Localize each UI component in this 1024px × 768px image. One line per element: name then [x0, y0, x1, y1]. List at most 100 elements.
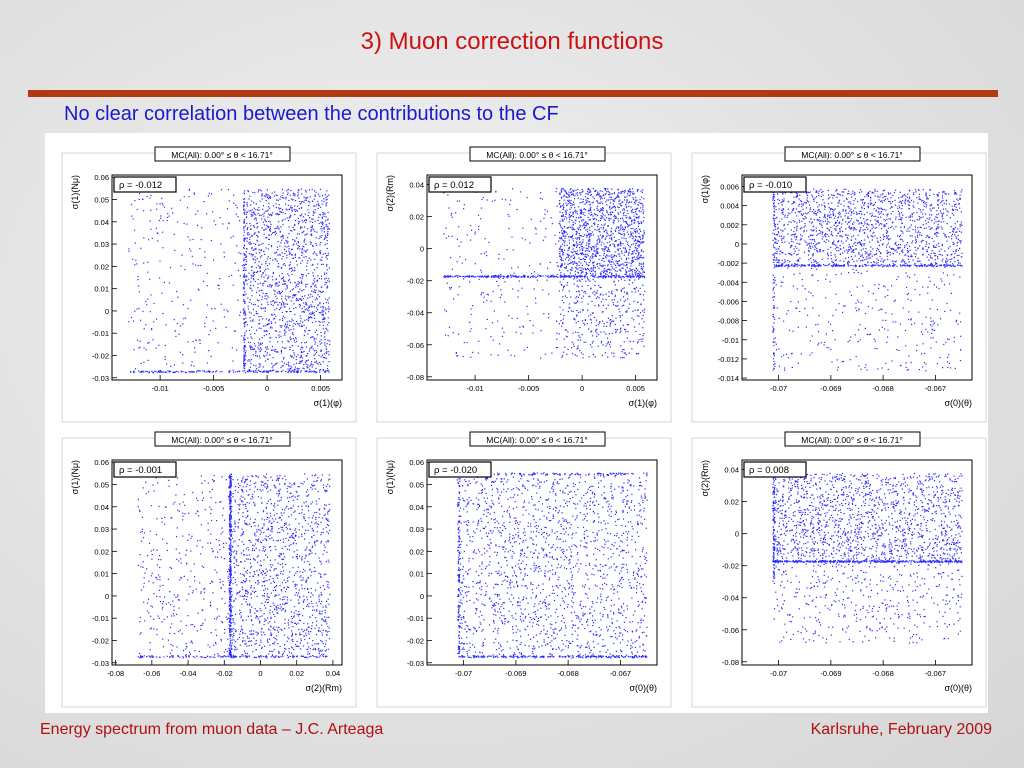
scatter-point: [288, 365, 290, 367]
scatter-point: [322, 369, 324, 372]
scatter-point: [559, 202, 561, 204]
scatter-point: [936, 216, 938, 219]
scatter-point: [322, 212, 324, 214]
scatter-point: [291, 345, 294, 347]
scatter-point: [300, 317, 302, 319]
scatter-point: [800, 213, 802, 215]
scatter-point: [310, 347, 312, 349]
scatter-point: [477, 275, 479, 277]
scatter-point: [255, 247, 257, 249]
scatter-point: [856, 219, 858, 221]
scatter-point: [280, 350, 282, 352]
scatter-point: [309, 217, 311, 219]
scatter-point: [140, 319, 142, 321]
scatter-point: [602, 294, 604, 296]
x-tick-label: -0.005: [518, 384, 539, 393]
scatter-point: [614, 206, 616, 208]
scatter-point: [264, 218, 266, 220]
scatter-point: [310, 361, 313, 363]
scatter-point: [635, 276, 638, 278]
scatter-point: [232, 369, 234, 371]
scatter-point: [801, 227, 803, 229]
scatter-point: [614, 251, 616, 253]
scatter-point: [303, 324, 305, 326]
scatter-point: [303, 306, 305, 308]
scatter-point: [317, 363, 319, 365]
scatter-point: [258, 244, 260, 246]
scatter-point: [310, 316, 312, 319]
scatter-point: [305, 302, 307, 304]
scatter-point: [547, 276, 549, 278]
scatter-point: [459, 256, 461, 258]
y-tick-label: 0: [420, 245, 424, 254]
scatter-point: [589, 270, 591, 272]
scatter-point: [560, 248, 562, 250]
scatter-point: [325, 205, 327, 207]
scatter-point: [307, 294, 309, 296]
scatter-point: [588, 261, 590, 263]
scatter-point: [582, 235, 584, 238]
scatter-point: [306, 360, 308, 362]
scatter-point: [243, 231, 245, 233]
scatter-point: [634, 222, 636, 224]
scatter-point: [496, 275, 498, 277]
scatter-point: [912, 240, 914, 242]
scatter-point: [218, 284, 220, 287]
scatter-point: [634, 247, 636, 249]
scatter-point: [468, 275, 470, 277]
scatter-point: [606, 231, 608, 233]
scatter-point: [568, 213, 570, 215]
scatter-point: [176, 221, 179, 223]
scatter-point: [455, 352, 457, 354]
scatter-point: [642, 263, 644, 265]
scatter-point: [606, 337, 609, 339]
scatter-point: [287, 327, 289, 329]
scatter-point: [260, 316, 262, 318]
scatter-point: [942, 213, 944, 215]
scatter-point: [631, 317, 633, 319]
scatter-point: [880, 260, 882, 262]
scatter-point: [592, 253, 594, 255]
scatter-point: [291, 210, 293, 212]
scatter-point: [598, 230, 600, 232]
scatter-point: [592, 234, 594, 236]
scatter-point: [776, 251, 778, 253]
scatter-point: [627, 223, 629, 225]
scatter-point: [245, 269, 247, 271]
scatter-point: [301, 274, 303, 276]
scatter-point: [630, 275, 632, 277]
scatter-point: [151, 328, 153, 330]
scatter-point: [642, 206, 644, 208]
scatter-point: [244, 356, 246, 358]
scatter-point: [311, 264, 313, 266]
scatter-point: [607, 341, 609, 343]
scatter-point: [444, 309, 446, 311]
scatter-point: [602, 298, 604, 300]
scatter-point: [244, 323, 246, 325]
scatter-point: [572, 261, 574, 263]
scatter-point: [579, 192, 581, 194]
scatter-point: [457, 355, 459, 357]
scatter-point: [303, 311, 306, 313]
scatter-point: [324, 370, 326, 372]
scatter-point: [575, 302, 577, 304]
scatter-point: [605, 325, 608, 327]
scatter-point: [604, 219, 606, 221]
scatter-point: [876, 190, 878, 192]
scatter-point: [274, 322, 277, 324]
scatter-point: [258, 327, 260, 329]
scatter-point: [632, 310, 634, 312]
scatter-point: [305, 251, 307, 253]
scatter-point: [315, 360, 317, 362]
scatter-point: [320, 350, 322, 352]
scatter-point: [839, 248, 841, 250]
scatter-point: [565, 231, 567, 233]
scatter-point: [573, 250, 575, 252]
scatter-point: [625, 196, 627, 198]
scatter-point: [588, 191, 590, 194]
scatter-point: [951, 209, 954, 211]
scatter-point: [322, 302, 325, 305]
scatter-point: [288, 250, 290, 252]
scatter-point: [298, 325, 300, 327]
scatter-point: [563, 287, 565, 289]
